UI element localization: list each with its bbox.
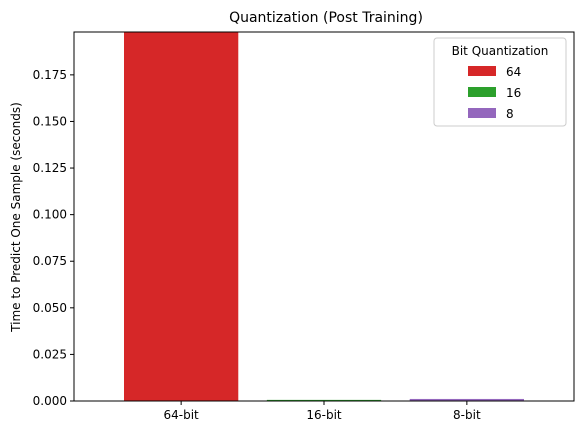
y-tick-label: 0.050 [33, 301, 67, 315]
bar-64-bit [124, 32, 239, 401]
x-tick-label: 64-bit [164, 408, 200, 422]
y-tick-label: 0.175 [33, 68, 67, 82]
y-tick-label: 0.125 [33, 161, 67, 175]
legend-swatch-8 [468, 108, 496, 118]
legend-box [433, 37, 567, 127]
y-tick-label: 0.025 [33, 347, 67, 361]
legend-label-64: 64 [506, 65, 521, 79]
x-tick-label: 16-bit [306, 408, 342, 422]
bar-16-bit [266, 399, 382, 401]
axes: 64-bit 16-bit 8-bit 0.000 0.025 0.050 0.075 0.1… [33, 31, 575, 422]
y-tick-label: 0.150 [33, 114, 67, 128]
legend-title: Bit Quantization [452, 44, 549, 58]
legend-label-16: 16 [506, 86, 521, 100]
y-axis-label: Time to Predict One Sample (seconds) [9, 102, 23, 333]
legend: Bit Quantization 64 16 8 [433, 37, 567, 127]
x-tick-label: 8-bit [453, 408, 481, 422]
y-tick-label: 0.075 [33, 254, 67, 268]
chart-title: Quantization (Post Training) [229, 10, 423, 26]
axes-frame [73, 31, 575, 402]
legend-swatch-64 [468, 66, 496, 76]
bar-8-bit [409, 398, 524, 401]
legend-swatch-16 [468, 87, 496, 97]
y-tick-label: 0.000 [33, 394, 67, 408]
legend-label-8: 8 [506, 107, 514, 121]
plot-area [124, 32, 524, 401]
y-tick-label: 0.100 [33, 208, 67, 222]
